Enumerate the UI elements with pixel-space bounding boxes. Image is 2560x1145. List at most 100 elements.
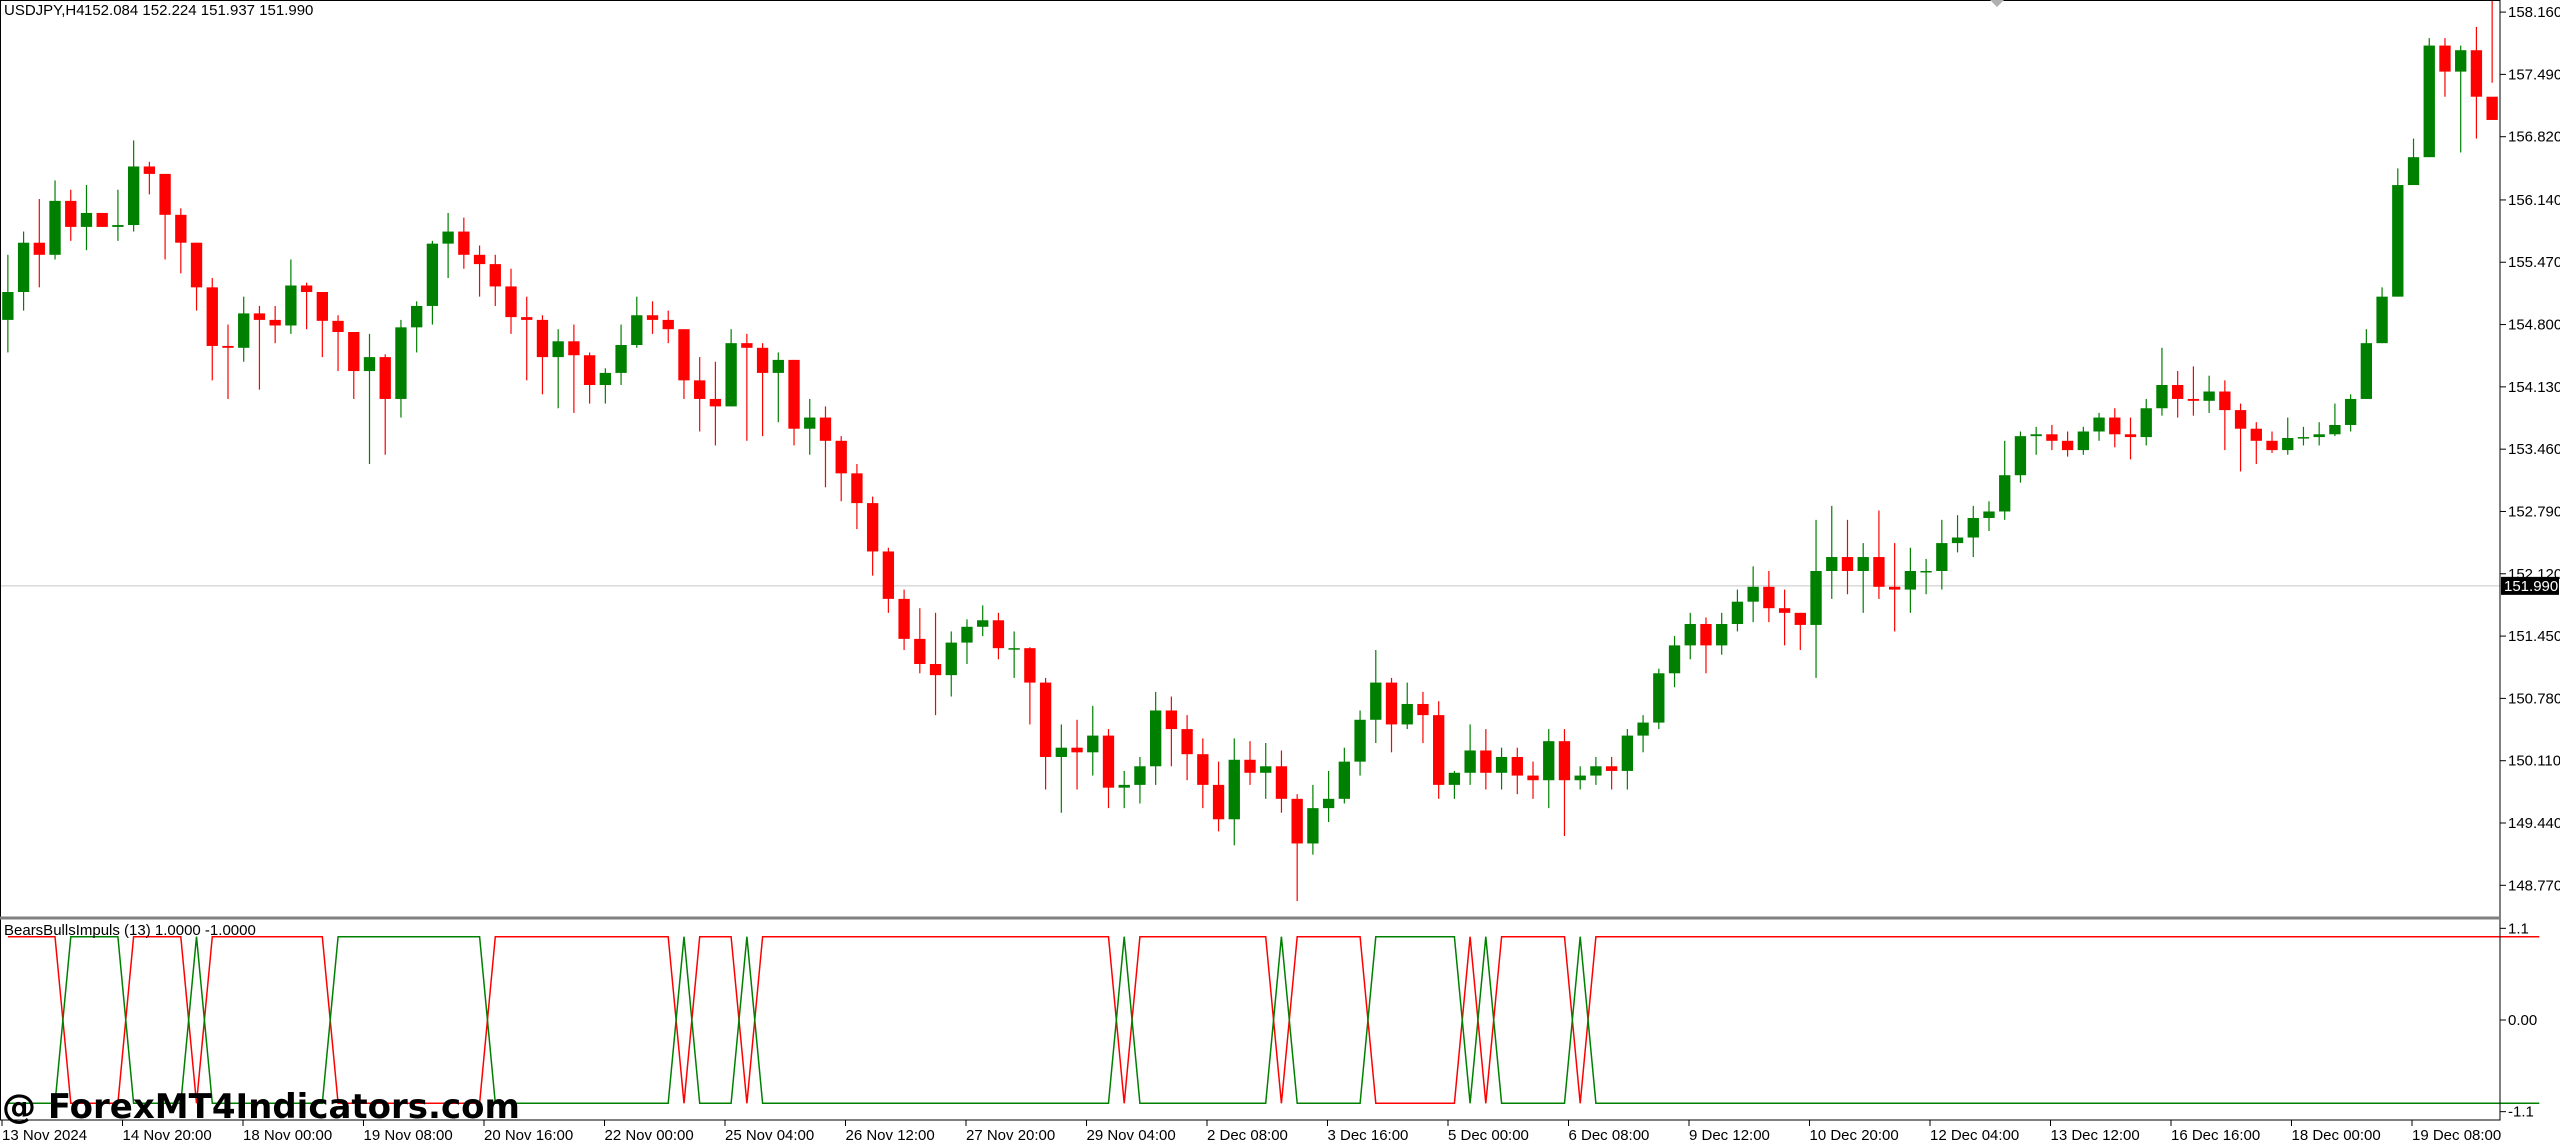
bullish-candle (1810, 519, 1822, 678)
candle-body (1873, 557, 1885, 587)
bullish-candle (1637, 715, 1649, 753)
bearish-candle (583, 352, 596, 404)
candle-body (1511, 756, 1523, 776)
bearish-candle (1511, 747, 1523, 795)
candle-body (1244, 759, 1256, 773)
candle-body (1936, 543, 1948, 571)
candle-body (143, 166, 156, 174)
symbol-label: USDJPY,H4 (4, 2, 85, 19)
bearish-candle (2061, 431, 2074, 457)
bearish-candle (1873, 510, 1885, 599)
candle-body (929, 663, 942, 676)
candle-body (2203, 391, 2215, 401)
bullish-candle (2344, 394, 2357, 432)
bullish-candle (1008, 631, 1020, 678)
bearish-candle (2266, 431, 2278, 453)
bearish-candle (1778, 589, 1791, 646)
bearish-candle (1385, 677, 1398, 753)
candle-body (1212, 784, 1225, 820)
price-tick-label: 154.130 (2508, 379, 2560, 396)
candle-body (2187, 398, 2200, 401)
candle-body (882, 551, 895, 599)
candle-body (2014, 436, 2027, 476)
current-price-box (2501, 576, 2559, 595)
candle-body (2124, 434, 2137, 438)
time-tick-label: 18 Dec 00:00 (2292, 1127, 2381, 1144)
candle-body (804, 417, 816, 429)
bullish-candle (1134, 756, 1146, 804)
bearish-candle (300, 282, 313, 330)
bullish-candle (1150, 691, 1162, 785)
candle-body (568, 341, 580, 356)
bearish-candle (65, 189, 77, 241)
candle-body (411, 305, 423, 328)
main-price-panel[interactable] (0, 0, 2500, 902)
bullish-candle (631, 296, 643, 348)
candle-body (300, 285, 313, 293)
candle-body (206, 287, 218, 346)
candle-body (2234, 410, 2247, 429)
shift-marker-icon (1990, 0, 2004, 7)
candle-body (772, 359, 784, 373)
indicator-panel[interactable] (7, 935, 2540, 1105)
bearish-candle (1181, 715, 1193, 781)
bearish-candle (2470, 26, 2483, 139)
bullish-candle (49, 180, 61, 260)
time-tick-label: 14 Nov 20:00 (123, 1127, 212, 1144)
bullish-candle (1826, 505, 1838, 599)
chart-frame (0, 0, 2501, 1121)
bearish-candle (253, 305, 266, 390)
bearish-candle (505, 268, 517, 334)
bearish-candle (898, 589, 910, 651)
candle-body (536, 319, 549, 358)
time-tick-label: 27 Nov 20:00 (966, 1127, 1055, 1144)
candle-body (1731, 601, 1744, 624)
bullish-candle (961, 619, 973, 664)
bulls-line (7, 935, 2540, 1105)
candle-body (945, 642, 957, 676)
ohlc-readout: 152.084 152.224 151.937 151.990 (84, 2, 313, 19)
candle-body (1087, 735, 1099, 753)
indicator-label: BearsBullsImpuls (13) 1.0000 -1.0000 (4, 922, 256, 939)
bearish-candle (1888, 543, 1901, 632)
candle-body (2455, 50, 2467, 72)
bearish-candle (1291, 794, 1303, 902)
bullish-candle (1087, 705, 1099, 776)
bullish-candle (552, 329, 564, 409)
bearish-candle (1605, 756, 1618, 790)
candle-body (1904, 570, 1917, 590)
bullish-candle (2203, 375, 2215, 413)
bearish-candle (1794, 612, 1806, 651)
bearish-candle (819, 406, 832, 488)
price-tick-label: 154.800 (2508, 317, 2560, 334)
candle-body (1543, 741, 1555, 781)
bullish-candle (2360, 329, 2373, 399)
candle-body (1857, 557, 1869, 571)
candle-body (2266, 440, 2278, 451)
bearish-candle (2250, 422, 2262, 465)
bearish-candle (489, 254, 501, 306)
candle-body (2423, 45, 2435, 158)
candle-body (426, 243, 439, 306)
candle-body (442, 231, 454, 244)
candle-body (2329, 424, 2341, 435)
time-tick-label: 19 Dec 08:00 (2412, 1127, 2501, 1144)
bullish-candle (1904, 547, 1917, 613)
candle-body (521, 317, 533, 320)
candle-body (1338, 761, 1350, 799)
price-tick-label: 148.770 (2508, 877, 2560, 894)
candle-body (583, 355, 596, 385)
candle-body (1810, 570, 1822, 625)
bearish-candle (2109, 408, 2121, 448)
candle-body (898, 598, 910, 639)
bullish-candle (2, 254, 14, 353)
bearish-candle (1197, 738, 1209, 809)
bearish-candle (536, 315, 549, 395)
candle-body (1024, 648, 1036, 683)
bullish-candle (1590, 756, 1602, 785)
candle-body (1999, 475, 2011, 512)
bullish-candle (1543, 729, 1555, 809)
candle-body (2250, 428, 2262, 441)
bearish-candle (756, 343, 769, 437)
